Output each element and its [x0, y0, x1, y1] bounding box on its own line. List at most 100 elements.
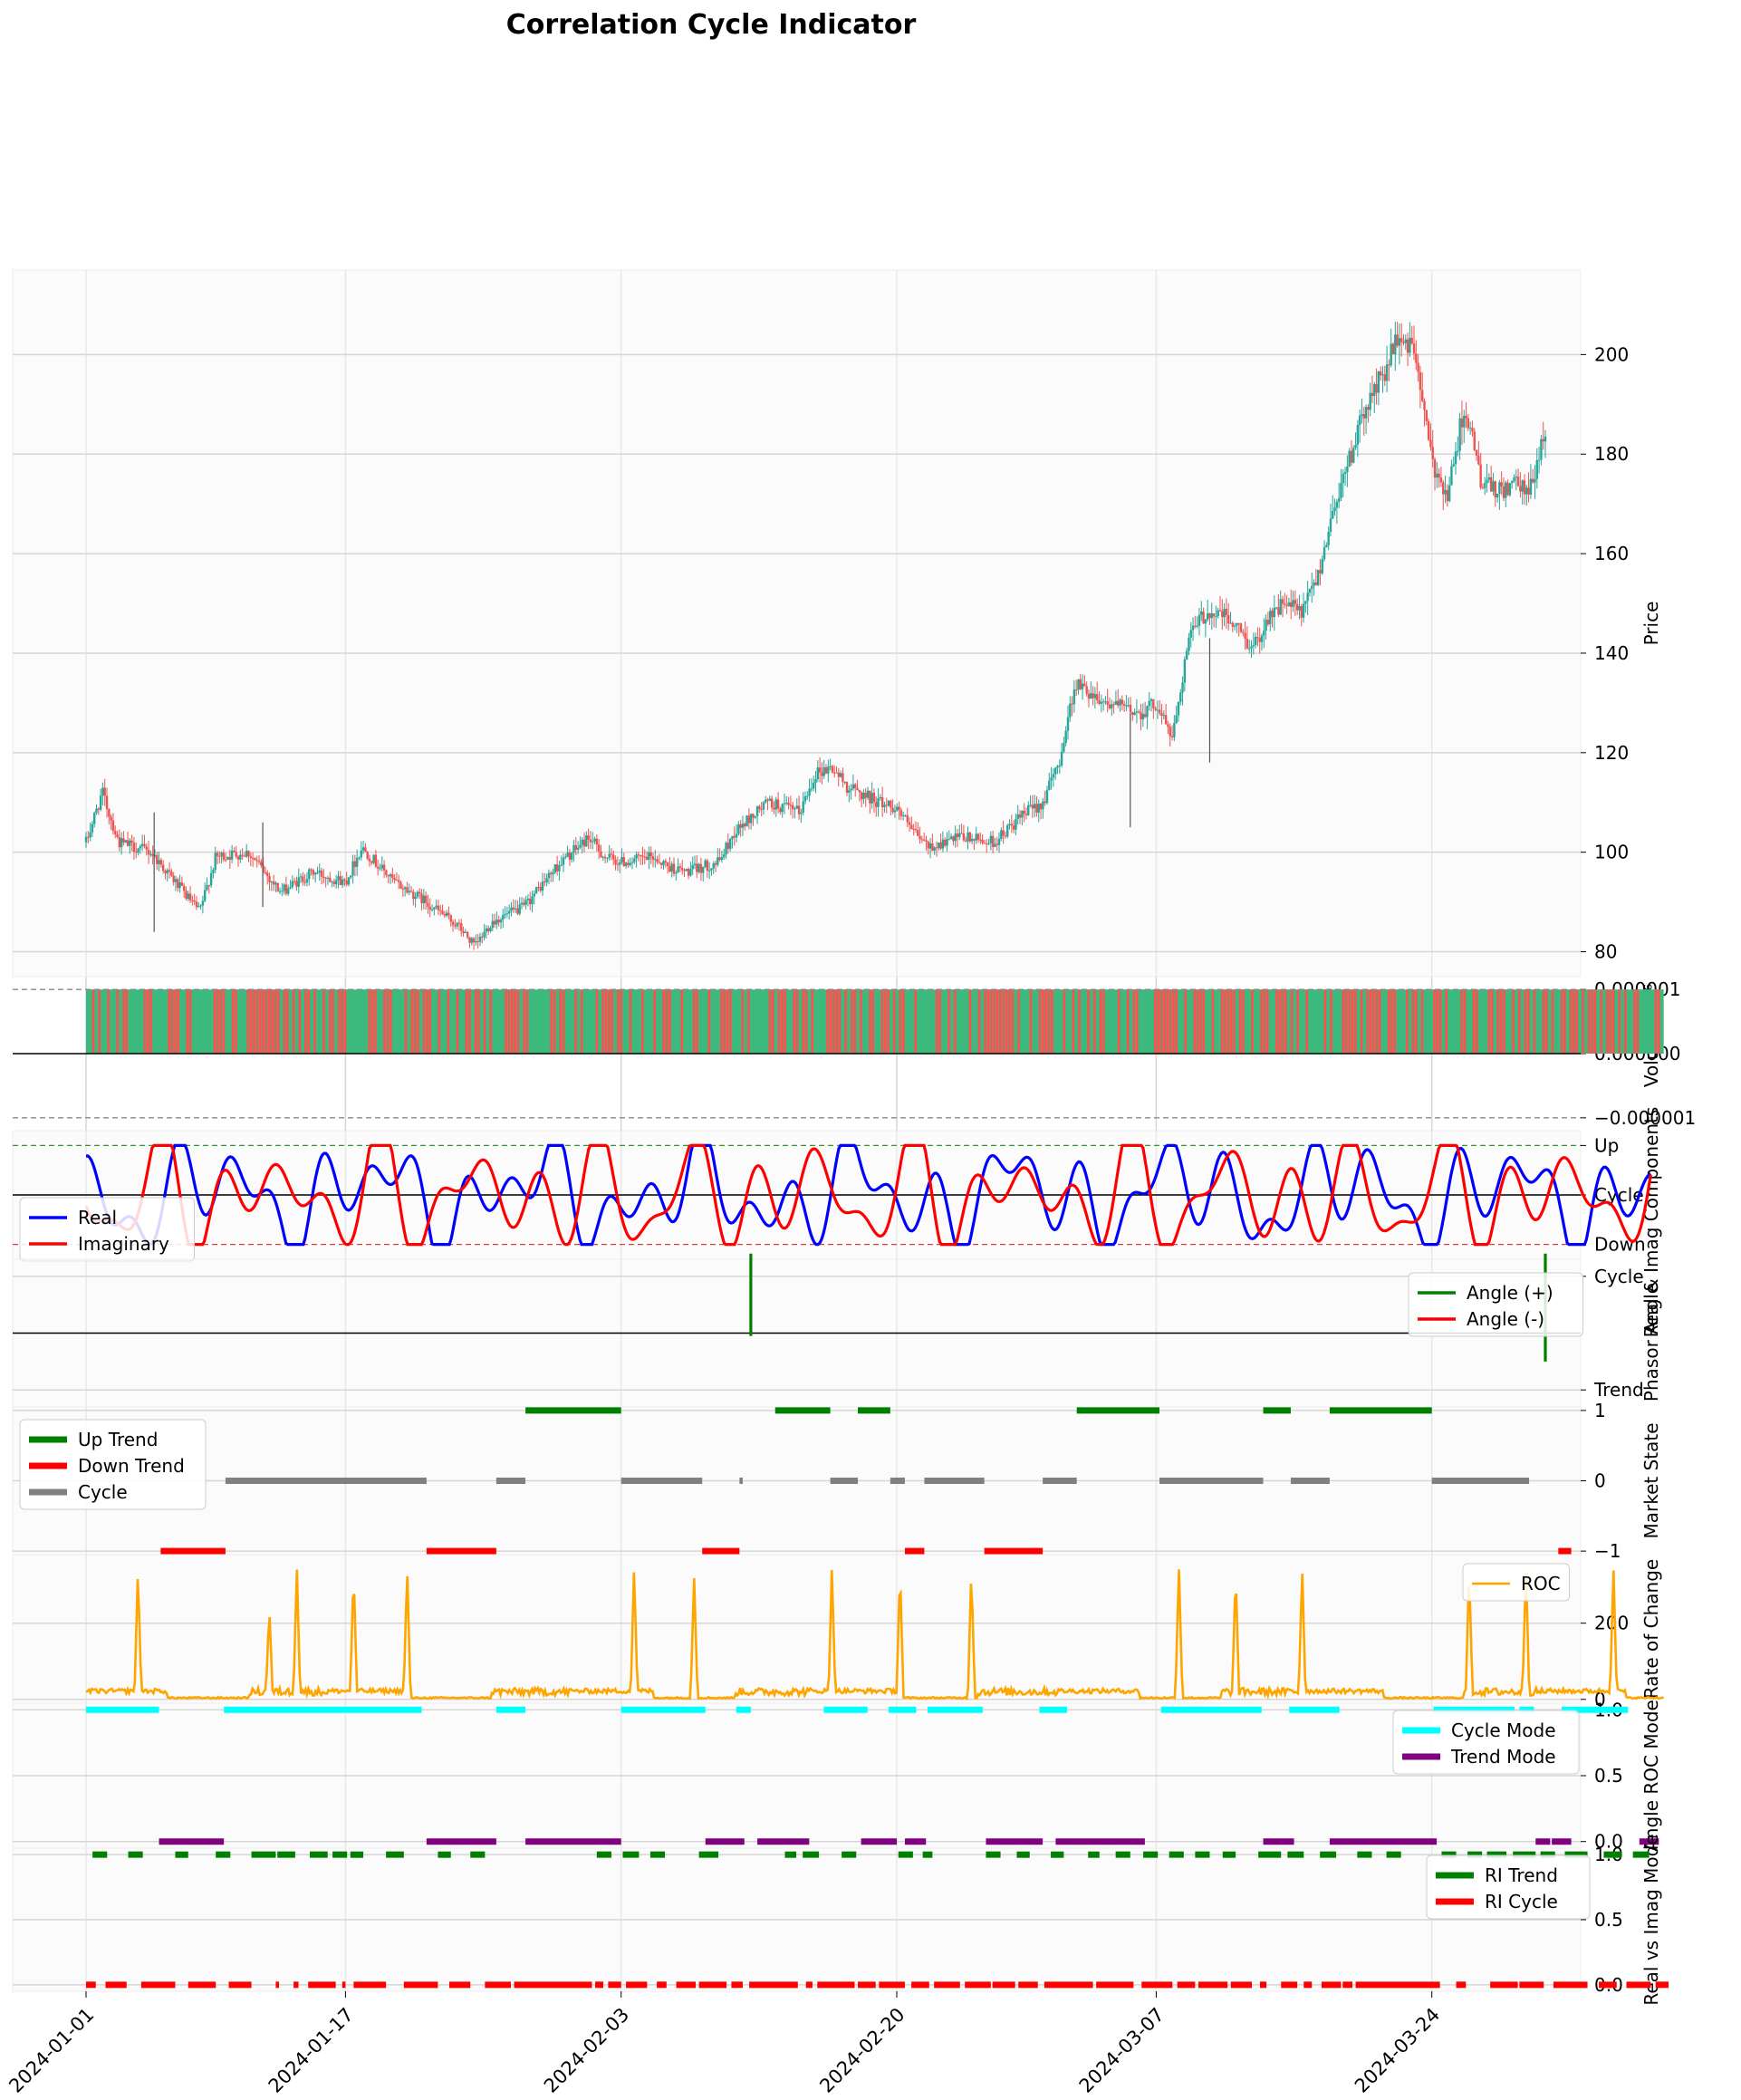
candle-body — [254, 857, 256, 861]
candle-body — [741, 824, 745, 828]
market-state-legend: Up Trend Down Trend Cycle — [19, 1419, 207, 1510]
volume-bar — [258, 989, 262, 1054]
volume-bar — [1278, 989, 1281, 1054]
volume-bar — [292, 989, 295, 1054]
candle-body — [718, 857, 721, 861]
volume-bar — [1618, 989, 1621, 1054]
candle-body — [420, 893, 423, 903]
candle-body — [875, 802, 878, 807]
candle-body — [1306, 592, 1309, 602]
candle-body — [1439, 477, 1443, 483]
candle-body — [139, 846, 142, 849]
candle-body — [991, 835, 995, 847]
candle-body — [476, 940, 479, 942]
candle-body — [350, 875, 352, 878]
candle-body — [1468, 428, 1472, 429]
candle-body — [129, 840, 131, 846]
volume-bar — [1360, 989, 1363, 1054]
candle-body — [1143, 714, 1147, 718]
candle-body — [725, 843, 727, 855]
candle-body — [276, 882, 279, 891]
volume-bar — [1560, 989, 1563, 1054]
candle-body — [1074, 689, 1078, 691]
candle-body — [1302, 603, 1305, 618]
candle-body — [1379, 371, 1382, 376]
candle-body — [1206, 612, 1209, 620]
candle-body — [324, 877, 327, 879]
candle-body — [917, 830, 919, 836]
candle-body — [218, 855, 221, 857]
volume-bar — [844, 989, 847, 1054]
candle-body — [537, 887, 540, 889]
candle-body — [965, 840, 967, 842]
candle-body — [702, 866, 705, 873]
candle-body — [1436, 473, 1438, 478]
candle-body — [547, 872, 551, 879]
candle-body — [449, 915, 452, 922]
candle-body — [418, 891, 421, 894]
candle-body — [960, 833, 963, 834]
candle-body — [831, 766, 834, 773]
candle-body — [257, 861, 261, 862]
candle-body — [358, 857, 361, 859]
candle-body — [1127, 705, 1130, 707]
candle-body — [1225, 608, 1228, 615]
candle-body — [299, 876, 303, 878]
candle-body — [1177, 701, 1180, 716]
candle-body — [935, 847, 938, 849]
candle-body — [337, 876, 340, 881]
candle-body — [854, 784, 857, 788]
candle-body — [1362, 414, 1365, 419]
candle-body — [534, 887, 538, 894]
candle-body — [1229, 622, 1232, 624]
candle-body — [1079, 679, 1082, 689]
volume-bar — [122, 989, 125, 1054]
volume-bar — [188, 989, 192, 1054]
candle-body — [1122, 704, 1126, 706]
volume-bar — [1517, 989, 1521, 1054]
candle-body — [149, 853, 152, 855]
candle-body — [159, 860, 163, 865]
candle-body — [510, 907, 513, 911]
candle-body — [1048, 780, 1051, 790]
candle-body — [1218, 610, 1222, 612]
candle-body — [416, 891, 419, 897]
candle-body — [1173, 722, 1176, 737]
volume-bar — [1433, 989, 1436, 1054]
candle-body — [659, 862, 663, 865]
candle-body — [1463, 415, 1466, 428]
candle-body — [1160, 713, 1163, 716]
candle-body — [1525, 487, 1528, 495]
volume-bar — [337, 989, 341, 1054]
candle-body — [651, 856, 655, 860]
candle-body — [531, 896, 534, 905]
candle-body — [514, 908, 517, 910]
candle-body — [468, 937, 471, 943]
volume-bar — [851, 989, 853, 1054]
candle-body — [1433, 458, 1437, 478]
candle-body — [1294, 600, 1297, 604]
candle-body — [1390, 343, 1392, 366]
volume-bar — [611, 989, 614, 1054]
volume-bar — [1166, 989, 1169, 1054]
candle-body — [220, 853, 223, 857]
candle-body — [366, 852, 369, 859]
candle-body — [403, 887, 407, 890]
candle-body — [791, 804, 794, 810]
candle-body — [643, 856, 646, 858]
volume-bar — [143, 989, 147, 1054]
candle-body — [1442, 482, 1445, 495]
volume-bar — [216, 989, 219, 1054]
candle-body — [345, 881, 348, 885]
candle-body — [368, 858, 371, 862]
volume-bars — [13, 988, 1664, 1119]
volume-bar — [1476, 989, 1478, 1054]
candle-body — [270, 881, 274, 882]
candle-body — [1212, 613, 1216, 617]
candle-body — [347, 877, 351, 885]
series-real — [85, 1143, 1652, 1247]
candle-body — [1373, 384, 1376, 397]
candle-body — [787, 803, 790, 805]
volume-bar — [413, 989, 417, 1054]
